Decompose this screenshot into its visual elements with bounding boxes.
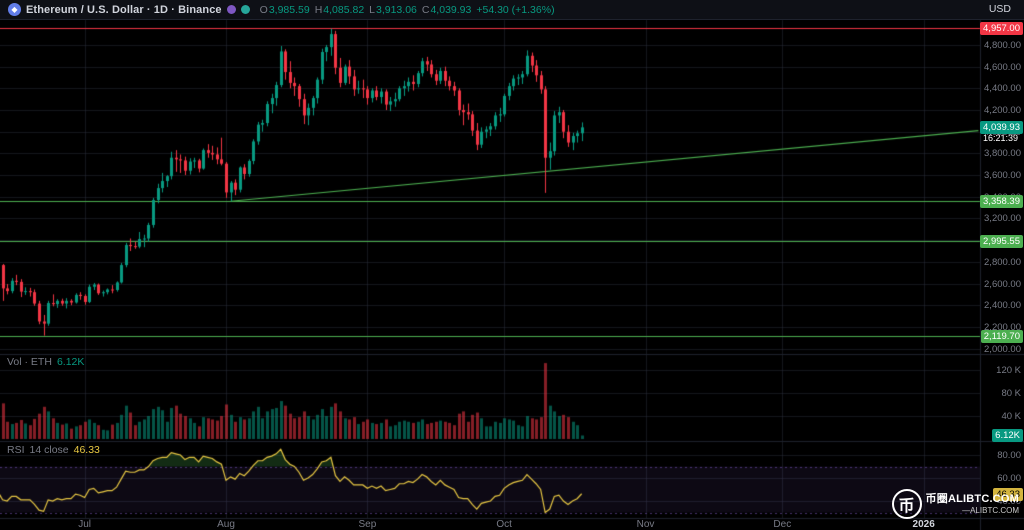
- support-line-price-badge-3[interactable]: 2,119.70: [980, 329, 1023, 343]
- volume-tick-label: 40 K: [1001, 411, 1021, 422]
- indicator-dot-icon-teal[interactable]: [240, 5, 250, 14]
- symbol-title[interactable]: Ethereum / U.S. Dollar · 1D · Binance: [26, 3, 222, 16]
- high-value: 4,085.82: [323, 3, 365, 16]
- price-tick-label: 4,800.00: [984, 39, 1021, 51]
- change-value: +54.30 (+1.36%): [476, 3, 555, 16]
- rsi-legend-title: RSI: [7, 444, 25, 456]
- ath-line-price-badge[interactable]: 4,957.00: [980, 21, 1023, 35]
- rsi-tick-label: 60.00: [997, 473, 1021, 484]
- open-label: O: [259, 3, 268, 16]
- indicator-dot-icon-purple[interactable]: [226, 5, 236, 14]
- time-label-2026: 2026: [912, 519, 935, 530]
- ethereum-glyph: ◆: [11, 4, 18, 14]
- price-tick-label: 2,600.00: [984, 278, 1021, 290]
- watermark-text: 币圈ALIBTC.COM —ALIBTC.COM: [926, 493, 1019, 516]
- ohlc-readout: O 3,985.59 H 4,085.82 L 3,913.06 C 4,039.93 …: [260, 4, 555, 16]
- time-label-aug: Aug: [217, 519, 235, 530]
- time-label-nov: Nov: [636, 519, 655, 530]
- price-tick-label: 3,200.00: [984, 213, 1021, 225]
- low-value: 3,913.06: [376, 3, 417, 16]
- watermark-title: 币圈ALIBTC.COM: [925, 492, 1019, 505]
- volume-legend-title: Vol · ETH: [7, 356, 52, 368]
- open-value: 3,985.59: [268, 3, 310, 16]
- high-label: H: [314, 3, 323, 16]
- volume-legend-value: 6.12K: [56, 356, 85, 368]
- close-value: 4,039.93: [430, 3, 472, 16]
- price-tick-label: 4,600.00: [984, 61, 1021, 73]
- coin-logo-glyph: 币: [898, 498, 915, 515]
- price-tick-label: 2,800.00: [984, 256, 1021, 268]
- volume-legend[interactable]: Vol · ETH 6.12K: [7, 356, 84, 368]
- rsi-legend-value: 46.33: [73, 444, 100, 456]
- support-line-price-badge-2[interactable]: 2,995.55: [980, 234, 1023, 248]
- rsi-tick-label: 80.00: [997, 450, 1021, 461]
- price-tick-label: 2,000.00: [984, 343, 1021, 355]
- time-label-oct: Oct: [496, 519, 512, 530]
- last-price-badge[interactable]: 4,039.93 16:21:39: [980, 121, 1023, 143]
- rsi-value-badge[interactable]: 46.33: [993, 487, 1023, 501]
- time-axis[interactable]: [0, 518, 980, 530]
- price-tick-label: 4,400.00: [984, 83, 1021, 95]
- chart-topbar: ◆ Ethereum / U.S. Dollar · 1D · Binance …: [0, 0, 1024, 20]
- volume-tick-label: 120 K: [996, 365, 1021, 376]
- rsi-legend[interactable]: RSI 14 close 46.33: [7, 444, 100, 456]
- rsi-legend-settings: 14 close: [29, 444, 69, 456]
- ethereum-icon: ◆: [8, 3, 21, 16]
- volume-value-badge[interactable]: 6.12K: [992, 429, 1023, 443]
- price-tick-label: 4,200.00: [984, 105, 1021, 116]
- currency-label[interactable]: USD: [988, 3, 1011, 15]
- price-tick-label: 3,600.00: [984, 170, 1021, 182]
- time-label-jul: Jul: [78, 519, 92, 530]
- volume-tick-label: 80 K: [1001, 388, 1021, 399]
- rsi-tick-label: 40.00: [997, 496, 1021, 507]
- low-label: L: [369, 3, 375, 16]
- site-watermark: 币 币圈ALIBTC.COM —ALIBTC.COM: [891, 489, 1019, 519]
- price-tick-label: 2,200.00: [984, 321, 1021, 333]
- watermark-subtitle: —ALIBTC.COM: [962, 505, 1019, 515]
- countdown-timer: 16:21:39: [983, 133, 1019, 144]
- time-label-sep: Sep: [358, 519, 377, 530]
- time-label-dec: Dec: [773, 519, 792, 530]
- price-axis[interactable]: [980, 20, 1024, 518]
- price-tick-label: 3,800.00: [984, 148, 1021, 160]
- support-line-price-badge-1[interactable]: 3,358.39: [980, 195, 1023, 209]
- price-tick-label: 2,400.00: [984, 300, 1021, 312]
- coin-logo-icon: 币: [891, 489, 922, 519]
- close-label: C: [421, 3, 430, 16]
